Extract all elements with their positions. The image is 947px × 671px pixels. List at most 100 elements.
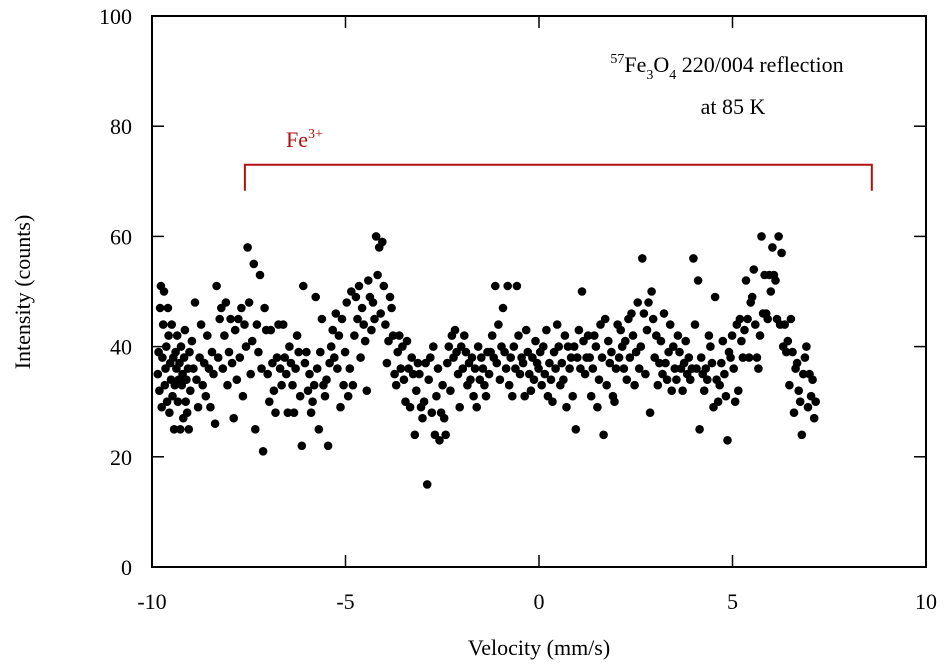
data-point [201, 391, 211, 401]
data-point [309, 380, 319, 390]
data-point [172, 331, 182, 340]
data-point [238, 391, 248, 401]
data-point [659, 309, 669, 318]
y-tick-label: 0 [121, 555, 132, 580]
data-point [158, 320, 168, 329]
data-point [715, 380, 724, 390]
data-point [726, 353, 735, 362]
data-point [243, 243, 252, 252]
data-point [752, 353, 762, 362]
data-point [571, 425, 581, 434]
data-point [795, 397, 805, 407]
data-point [648, 314, 658, 324]
data-point [713, 397, 723, 407]
data-point [413, 358, 423, 368]
data-point [710, 292, 720, 302]
data-point [616, 325, 625, 335]
data-point [371, 232, 381, 241]
data-point [586, 391, 596, 401]
data-point [707, 358, 717, 368]
x-axis-title: Velocity (mm/s) [468, 635, 610, 660]
data-point [503, 281, 512, 291]
y-tick-label: 40 [110, 335, 132, 360]
data-point [410, 430, 420, 440]
data-point [246, 369, 255, 379]
data-point [424, 375, 434, 385]
data-point [441, 430, 451, 440]
data-points [153, 232, 820, 489]
data-point [339, 380, 348, 390]
data-point [396, 364, 406, 373]
data-point [780, 320, 789, 329]
data-point [766, 287, 776, 296]
data-point [247, 336, 257, 346]
data-point [763, 314, 772, 324]
y-tick-label: 100 [99, 4, 132, 29]
data-point [515, 369, 525, 379]
data-point [252, 320, 262, 329]
data-point [634, 364, 644, 373]
data-point [605, 358, 615, 368]
data-point [162, 342, 171, 351]
data-point [187, 336, 197, 346]
data-point [560, 331, 570, 340]
data-point [370, 314, 379, 324]
data-point [594, 375, 604, 385]
x-tick-label: -5 [336, 589, 354, 614]
data-point [568, 391, 577, 401]
data-point [153, 369, 163, 379]
data-point [249, 259, 259, 269]
data-point [391, 380, 401, 390]
data-point [419, 397, 429, 407]
data-point [743, 314, 752, 324]
data-point [186, 386, 195, 396]
data-point [539, 342, 548, 351]
data-point [402, 336, 412, 346]
data-point [450, 325, 460, 335]
data-point [593, 402, 602, 412]
data-point [444, 342, 454, 351]
data-point [569, 342, 579, 351]
data-point [343, 391, 353, 401]
data-point [422, 480, 432, 489]
data-point [645, 408, 655, 418]
y-tick-label: 20 [110, 445, 132, 470]
data-point [738, 353, 748, 362]
data-point [504, 380, 514, 390]
data-point [330, 353, 339, 362]
data-point [235, 353, 245, 362]
data-point [729, 364, 738, 373]
data-point [585, 353, 594, 362]
data-point [661, 358, 670, 368]
data-point [179, 353, 189, 362]
data-point [320, 391, 330, 401]
data-point [599, 430, 608, 440]
y-tick-label: 80 [110, 114, 132, 139]
data-point [446, 386, 455, 396]
data-point [473, 342, 483, 351]
data-point [415, 369, 424, 379]
data-point [367, 325, 376, 335]
data-point [198, 380, 207, 390]
data-point [472, 402, 482, 412]
data-point [642, 325, 652, 335]
data-point [751, 320, 760, 329]
data-point [232, 375, 242, 385]
data-point [604, 336, 613, 346]
data-point [255, 270, 265, 280]
x-tick-label: 5 [727, 589, 738, 614]
data-point [723, 436, 732, 445]
data-point [675, 347, 684, 357]
y-tick-label: 60 [110, 224, 132, 249]
data-point [684, 353, 694, 362]
data-point [526, 386, 536, 396]
data-point [656, 336, 666, 346]
x-tick-label: 10 [915, 589, 937, 614]
data-point [230, 325, 240, 335]
data-point [381, 320, 390, 329]
data-point [797, 430, 807, 440]
data-point [240, 320, 249, 329]
data-point [669, 342, 678, 351]
data-point [221, 298, 231, 307]
data-point [196, 320, 206, 329]
